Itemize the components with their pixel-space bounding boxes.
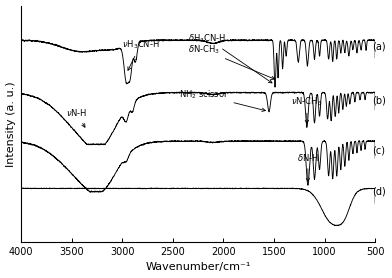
- Text: (a): (a): [372, 41, 386, 51]
- Text: $\nu$N-CH$_3$: $\nu$N-CH$_3$: [291, 95, 323, 123]
- Text: $\delta$N-CH$_3$: $\delta$N-CH$_3$: [188, 43, 275, 80]
- Text: $\nu$N-H: $\nu$N-H: [65, 107, 87, 127]
- Text: (c): (c): [372, 146, 385, 156]
- Text: $\nu$H$_3$CN-H: $\nu$H$_3$CN-H: [122, 38, 159, 70]
- Text: NH$_2$ scissor: NH$_2$ scissor: [179, 89, 265, 111]
- Text: (d): (d): [372, 187, 386, 197]
- Text: $\delta$N-H: $\delta$N-H: [297, 152, 319, 182]
- Text: (b): (b): [372, 95, 386, 105]
- Y-axis label: Intensity (a. u.): Intensity (a. u.): [5, 81, 16, 167]
- Text: $\delta$H$_3$CN-H: $\delta$H$_3$CN-H: [188, 32, 272, 83]
- X-axis label: Wavenumber/cm⁻¹: Wavenumber/cm⁻¹: [145, 262, 251, 272]
